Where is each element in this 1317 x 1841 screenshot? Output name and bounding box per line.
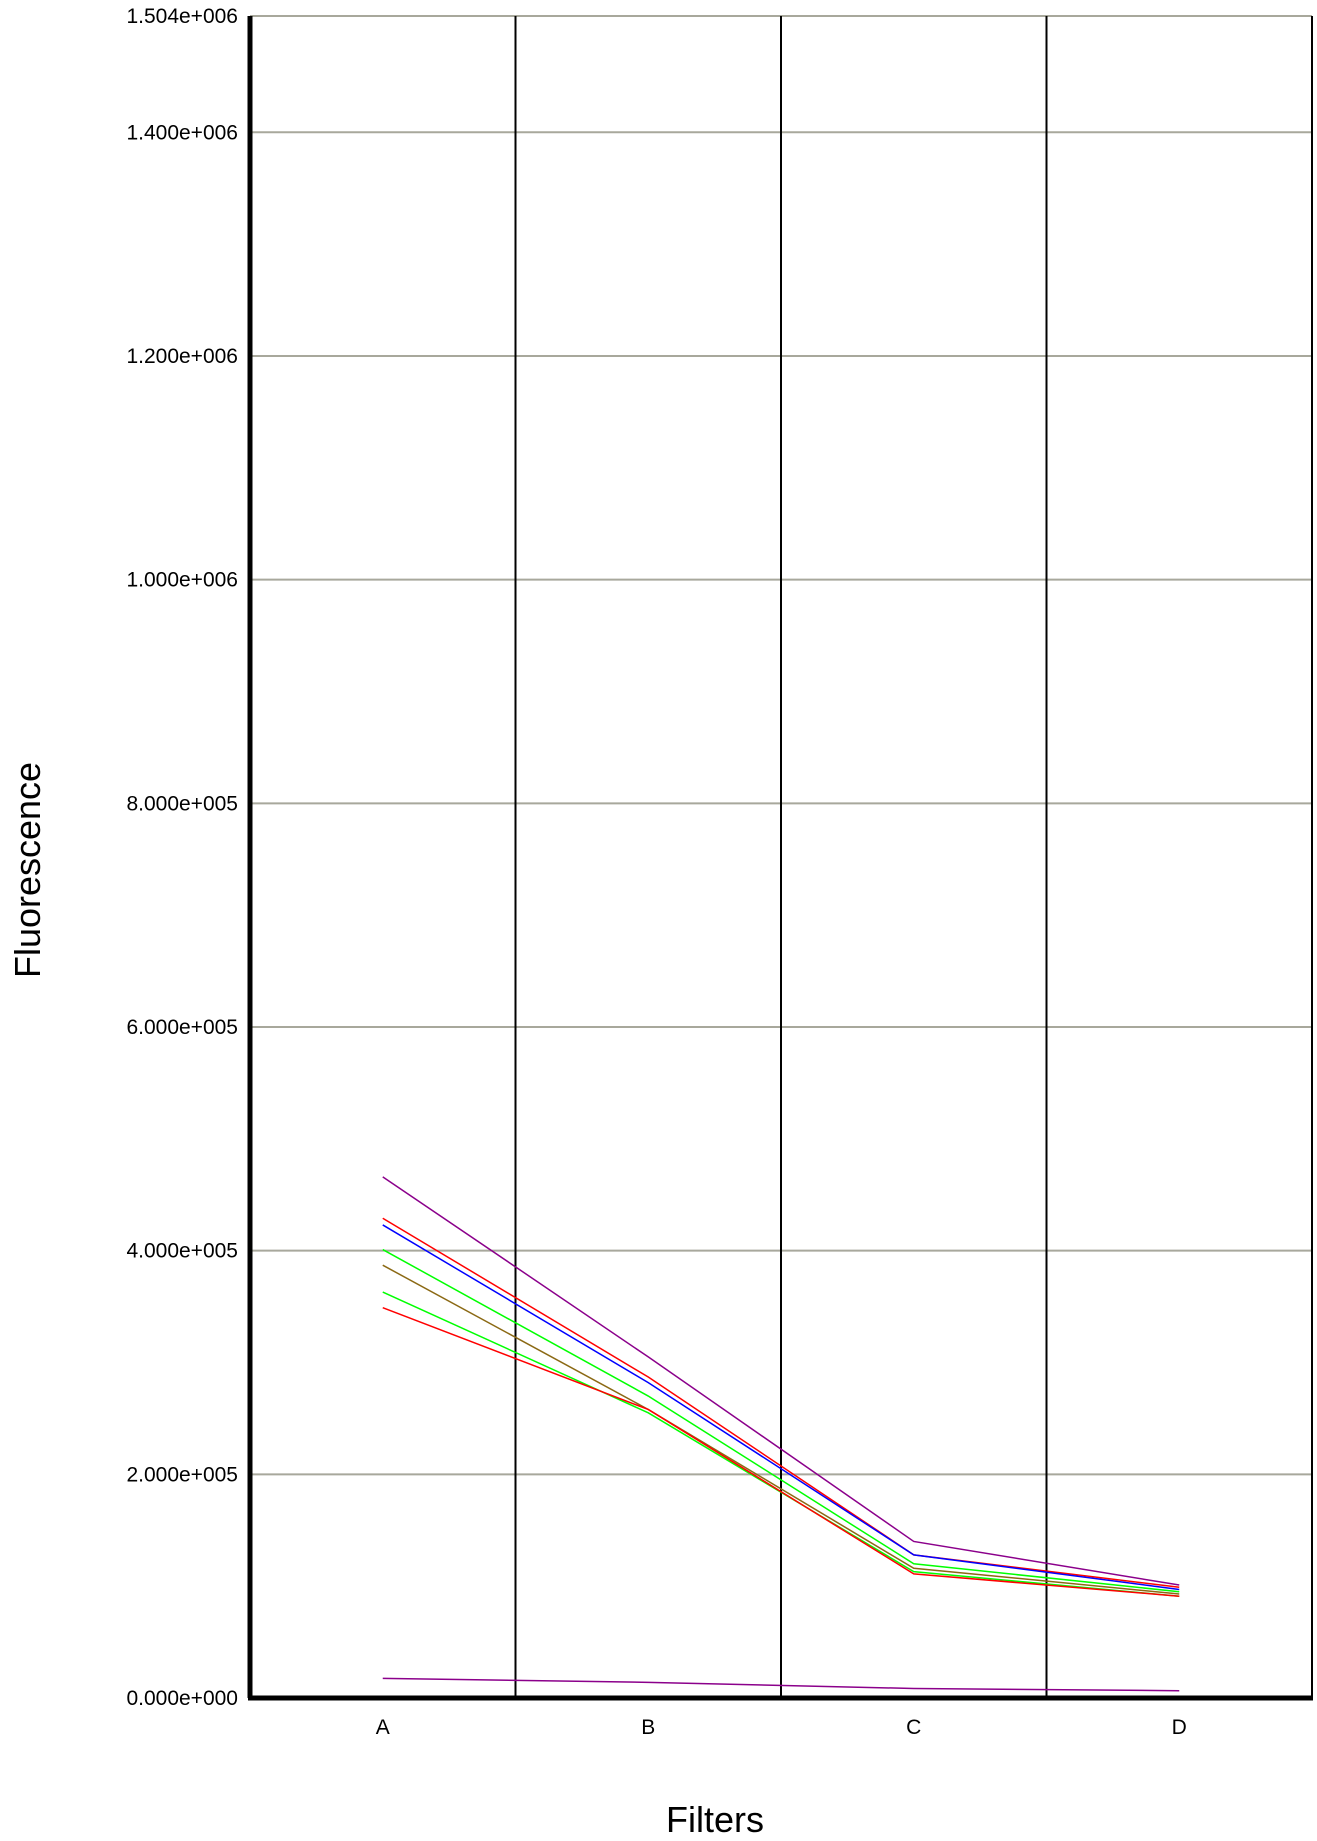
x-tick-label: C — [906, 1716, 921, 1739]
series-line-8 — [382, 1677, 1180, 1692]
x-tick-label: B — [641, 1716, 655, 1739]
y-tick-label: 4.000e+005 — [126, 1240, 238, 1263]
series-lines — [382, 1176, 1180, 1699]
x-tick-labels: A B C D — [376, 1716, 1187, 1739]
x-tick-label: A — [376, 1716, 390, 1739]
x-axis-title: Filters — [666, 1799, 764, 1840]
axes — [247, 16, 1313, 1701]
y-tick-label: 6.000e+005 — [126, 1016, 238, 1039]
series-line-1 — [382, 1176, 1180, 1586]
category-separators — [514, 16, 1048, 1698]
series-line-4 — [382, 1248, 1180, 1593]
y-tick-label: 0.000e+000 — [126, 1687, 238, 1710]
series-line-5 — [382, 1264, 1180, 1595]
y-tick-label: 1.200e+006 — [126, 345, 238, 368]
y-tick-labels: 0.000e+000 2.000e+005 4.000e+005 6.000e+005… — [126, 5, 238, 1710]
y-axis-title: Fluorescence — [7, 762, 48, 978]
y-tick-label: 2.000e+005 — [126, 1463, 238, 1486]
y-tick-label: 1.504e+006 — [126, 5, 238, 28]
x-tick-label: D — [1172, 1716, 1187, 1739]
series-line-7 — [382, 1306, 1180, 1597]
y-tick-label: 1.000e+006 — [126, 569, 238, 592]
series-line-2 — [382, 1217, 1180, 1589]
y-tick-label: 8.000e+005 — [126, 792, 238, 815]
y-tick-label: 1.400e+006 — [126, 121, 238, 144]
series-line-3 — [382, 1224, 1180, 1591]
